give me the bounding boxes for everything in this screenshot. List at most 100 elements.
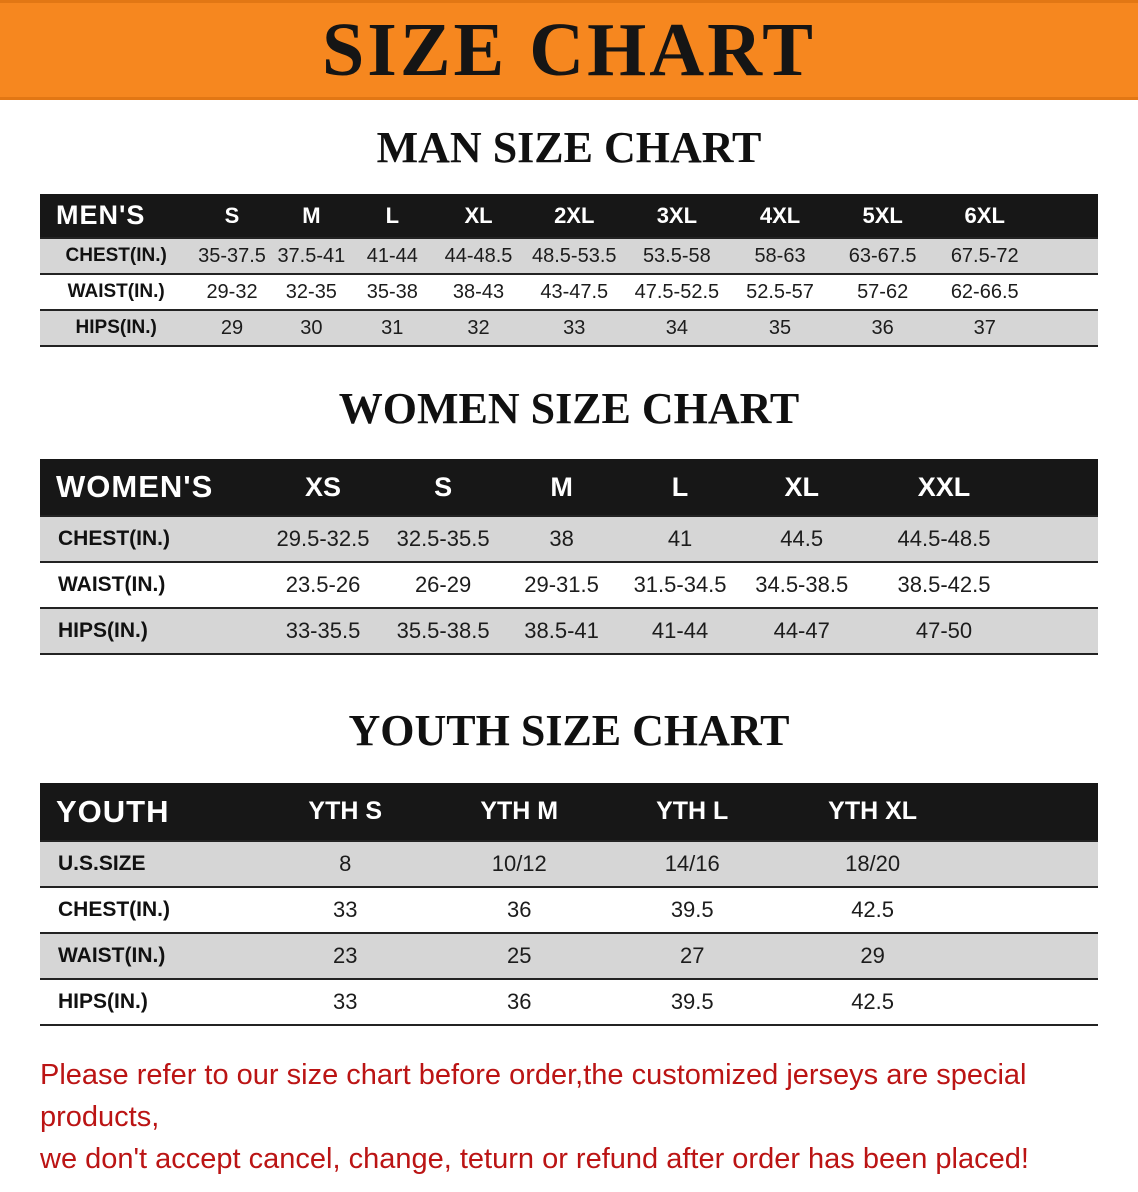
size-value-cell: 35: [768, 316, 792, 339]
measurement-row-label: U.S.SIZE: [58, 852, 146, 875]
youth-section: YOUTH SIZE CHART YOUTH YTH S YTH M YTH L YTH…: [0, 709, 1138, 1026]
table-header-row: MEN'S S M L XL 2XL 3XL 4XL 5XL 6XL: [40, 194, 1098, 238]
womens-section-heading: WOMEN SIZE CHART: [338, 384, 800, 433]
measurement-row-label: CHEST(IN.): [65, 245, 167, 266]
size-value-cell: 39.5: [670, 897, 714, 922]
size-value-cell: 44.5-48.5: [897, 526, 991, 551]
spacer-cell: [967, 979, 1098, 1025]
size-value-cell: 31: [381, 316, 404, 339]
table-title-cell: YOUTH: [56, 793, 170, 829]
mens-size-table: MEN'S S M L XL 2XL 3XL 4XL 5XL 6XL CHEST(IN.) 35-3…: [40, 194, 1098, 347]
disclaimer-line: we don't accept cancel, change, teturn o…: [40, 1143, 1029, 1176]
page-title: SIZE CHART: [321, 8, 816, 92]
size-value-cell: 35-37.5: [198, 244, 266, 267]
size-value-cell: 33: [563, 316, 586, 339]
size-value-cell: 14/16: [664, 851, 720, 876]
size-value-cell: 41: [667, 526, 693, 551]
size-value-cell: 44-47: [773, 618, 830, 643]
size-value-cell: 38-43: [452, 280, 505, 303]
size-value-cell: 27: [679, 943, 705, 968]
spacer-cell: [1024, 608, 1098, 654]
size-value-cell: 48.5-53.5: [531, 244, 617, 267]
size-column-header: YTH S: [308, 797, 383, 825]
size-column-header: S: [434, 471, 453, 502]
spacer-cell: [967, 933, 1098, 979]
size-column-header: XXL: [917, 471, 971, 502]
size-value-cell: 29: [220, 316, 244, 339]
size-value-cell: 18/20: [845, 851, 901, 876]
womens-table-header: WOMEN'S XS S M L XL XXL: [40, 459, 1098, 516]
spacer-cell: [1024, 516, 1098, 562]
size-value-cell: 23.5-26: [285, 572, 361, 597]
size-value-cell: 35.5-38.5: [396, 618, 490, 643]
size-value-cell: 33: [332, 897, 358, 922]
spacer-cell: [967, 783, 1098, 841]
disclaimer: Please refer to our size chart before or…: [40, 1054, 1098, 1180]
size-value-cell: 29.5-32.5: [276, 526, 370, 551]
size-value-cell: 53.5-58: [642, 244, 711, 267]
size-column-header: YTH XL: [828, 797, 918, 825]
size-value-cell: 36: [507, 989, 532, 1014]
spacer-cell: [1036, 274, 1098, 310]
size-value-cell: 33: [332, 989, 358, 1014]
mens-table-header: MEN'S S M L XL 2XL 3XL 4XL 5XL 6XL: [40, 194, 1098, 238]
size-column-header: 5XL: [862, 202, 903, 228]
size-column-header: XL: [464, 202, 493, 228]
spacer-cell: [967, 841, 1098, 887]
size-value-cell: 39.5: [670, 989, 714, 1014]
size-value-cell: 32: [467, 316, 490, 339]
size-column-header: XL: [784, 471, 819, 502]
size-value-cell: 67.5-72: [950, 244, 1019, 267]
size-value-cell: 62-66.5: [950, 280, 1019, 303]
womens-table-body: CHEST(IN.) 29.5-32.5 32.5-35.5 38 41 44.5 44.5…: [40, 516, 1098, 654]
size-value-cell: 38.5-41: [524, 618, 599, 643]
size-value-cell: 38.5-42.5: [897, 572, 991, 597]
spacer-cell: [967, 887, 1098, 933]
size-column-header: YTH M: [480, 797, 559, 825]
measurement-row: U.S.SIZE 8 10/12 14/16 18/20: [40, 841, 1098, 887]
size-value-cell: 29-32: [206, 280, 258, 303]
size-value-cell: 23: [332, 943, 358, 968]
size-value-cell: 42.5: [851, 897, 895, 922]
size-value-cell: 10/12: [491, 851, 547, 876]
spacer-cell: [1036, 194, 1098, 238]
size-value-cell: 52.5-57: [746, 280, 814, 303]
measurement-row-label: WAIST(IN.): [58, 573, 166, 596]
measurement-row-label: CHEST(IN.): [58, 527, 170, 550]
spacer-cell: [1024, 459, 1098, 516]
size-value-cell: 42.5: [851, 989, 895, 1014]
spacer-cell: [1024, 562, 1098, 608]
size-column-header: 6XL: [964, 202, 1005, 228]
size-value-cell: 37: [973, 316, 996, 339]
youth-table-header: YOUTH YTH S YTH M YTH L YTH XL: [40, 783, 1098, 841]
measurement-row: WAIST(IN.) 29-32 32-35 35-38 38-43 43-47.5 47.…: [40, 274, 1098, 310]
mens-section: MAN SIZE CHART MEN'S S M L XL 2XL 3XL 4XL 5XL 6XL…: [0, 126, 1138, 347]
size-column-header: YTH L: [656, 797, 729, 825]
size-value-cell: 43-47.5: [540, 280, 609, 303]
size-value-cell: 34.5-38.5: [755, 572, 849, 597]
table-title-cell: WOMEN'S: [56, 469, 214, 504]
measurement-row: HIPS(IN.) 33-35.5 35.5-38.5 38.5-41 41-44 44-…: [40, 608, 1098, 654]
size-value-cell: 8: [339, 851, 352, 876]
measurement-row: HIPS(IN.) 29 30 31 32 33 34 35 36 37: [40, 310, 1098, 346]
size-value-cell: 41-44: [366, 244, 418, 267]
youth-table-body: U.S.SIZE 8 10/12 14/16 18/20 CHEST(IN.) 33 36 39…: [40, 841, 1098, 1025]
size-value-cell: 34: [665, 316, 688, 339]
size-value-cell: 38: [549, 526, 574, 551]
measurement-row-label: CHEST(IN.): [58, 898, 170, 921]
size-column-header: S: [224, 202, 240, 228]
table-header-row: WOMEN'S XS S M L XL XXL: [40, 459, 1098, 516]
size-value-cell: 47.5-52.5: [634, 280, 720, 303]
size-column-header: L: [671, 471, 689, 502]
size-column-header: M: [302, 202, 321, 228]
size-value-cell: 41-44: [651, 618, 709, 643]
measurement-row-label: HIPS(IN.): [75, 317, 157, 338]
size-value-cell: 32-35: [285, 280, 337, 303]
measurement-row-label: WAIST(IN.): [67, 281, 165, 302]
size-value-cell: 57-62: [857, 280, 909, 303]
womens-size-table: WOMEN'S XS S M L XL XXL CHEST(IN.) 29.5-32.5 32.…: [40, 459, 1098, 655]
size-value-cell: 37.5-41: [277, 244, 346, 267]
size-value-cell: 25: [507, 943, 532, 968]
measurement-row: WAIST(IN.) 23.5-26 26-29 29-31.5 31.5-34.5 34…: [40, 562, 1098, 608]
